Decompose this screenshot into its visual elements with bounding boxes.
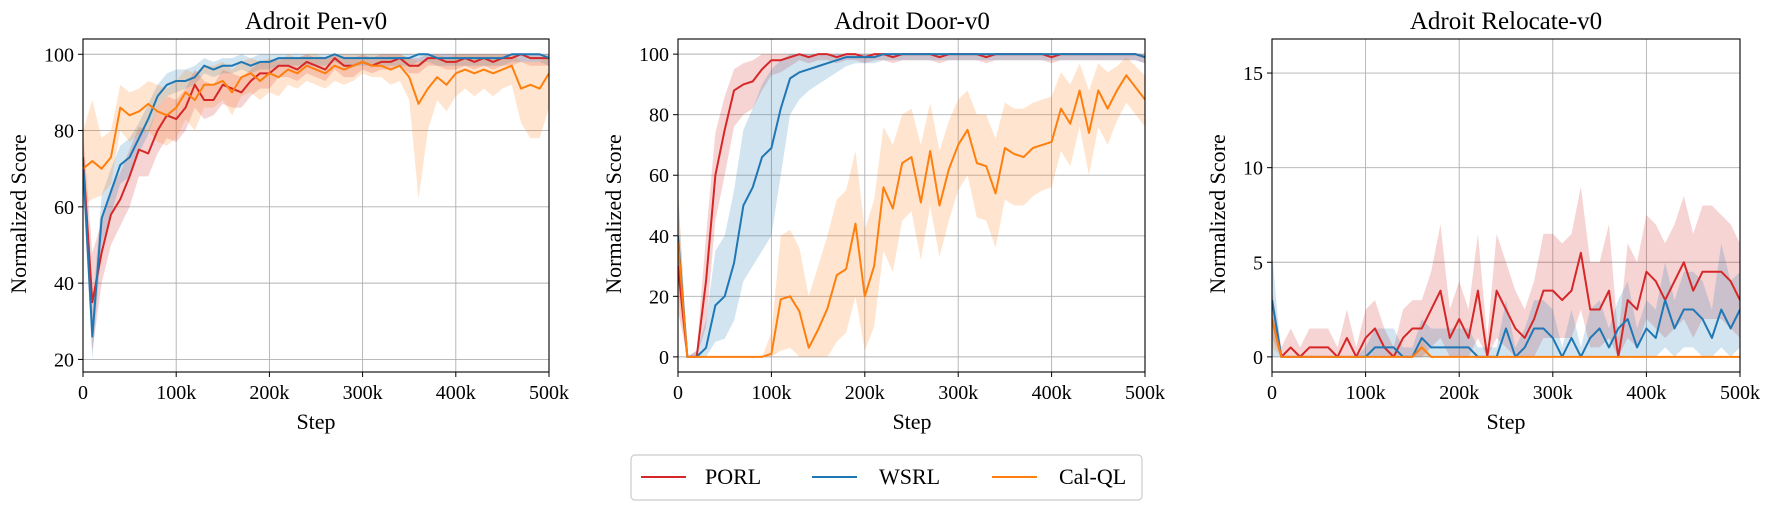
legend: PORL WSRL Cal-QL bbox=[630, 454, 1143, 501]
subplot-title: Adroit Pen-v0 bbox=[245, 8, 387, 35]
y-tick-label: 80 bbox=[54, 121, 74, 143]
y-tick-label: 80 bbox=[649, 105, 669, 127]
x-tick-label: 200k bbox=[845, 382, 885, 404]
x-tick-label: 100k bbox=[751, 382, 791, 404]
y-tick-label: 40 bbox=[54, 273, 74, 295]
axes-frame bbox=[677, 38, 1146, 373]
series-line-calql bbox=[678, 74, 1145, 358]
series-line-wsrl bbox=[83, 53, 549, 338]
y-tick-label: 60 bbox=[649, 165, 669, 187]
x-axis-label: Step bbox=[892, 409, 931, 434]
plot-area bbox=[83, 53, 549, 360]
x-tick-label: 0 bbox=[78, 382, 88, 404]
series-line-wsrl bbox=[678, 53, 1145, 358]
confidence-band-wsrl bbox=[678, 54, 1145, 357]
legend-entry-porl: PORL bbox=[641, 464, 761, 489]
x-tick-label: 300k bbox=[343, 382, 383, 404]
x-tick-label: 400k bbox=[1032, 382, 1072, 404]
y-tick-label: 20 bbox=[649, 286, 669, 308]
y-tick-label: 60 bbox=[54, 197, 74, 219]
x-tick-label: 400k bbox=[1626, 382, 1666, 404]
confidence-band-calql bbox=[678, 57, 1145, 357]
legend-entry-wsrl: WSRL bbox=[812, 464, 940, 489]
plot-area bbox=[678, 53, 1145, 358]
confidence-band-porl bbox=[1272, 186, 1740, 357]
legend-label-calql: Cal-QL bbox=[1059, 464, 1126, 489]
subplot-relocate: Adroit Relocate-v0 Step Normalized Score… bbox=[1205, 8, 1760, 434]
y-tick-label: 0 bbox=[1253, 347, 1263, 369]
plot-area bbox=[1272, 186, 1740, 358]
x-tick-label: 300k bbox=[1533, 382, 1573, 404]
series-line-calql bbox=[1272, 318, 1740, 358]
y-tick-label: 40 bbox=[649, 226, 669, 248]
y-axis-label: Normalized Score bbox=[6, 134, 31, 293]
y-tick-label: 10 bbox=[1243, 158, 1263, 180]
subplot-title: Adroit Door-v0 bbox=[834, 8, 990, 35]
x-tick-label: 200k bbox=[1439, 382, 1479, 404]
series-line-calql bbox=[83, 60, 549, 170]
x-tick-label: 100k bbox=[1346, 382, 1386, 404]
x-tick-label: 300k bbox=[938, 382, 978, 404]
axes-frame bbox=[1271, 38, 1741, 373]
x-tick-label: 200k bbox=[249, 382, 289, 404]
subplot-pen: Adroit Pen-v0 Step Normalized Score 0 100… bbox=[6, 8, 569, 434]
y-tick-label: 5 bbox=[1253, 252, 1263, 274]
x-tick-label: 0 bbox=[673, 382, 683, 404]
y-axis-label: Normalized Score bbox=[1205, 134, 1230, 293]
y-tick-label: 0 bbox=[659, 347, 669, 369]
x-tick-label: 0 bbox=[1267, 382, 1277, 404]
legend-label-porl: PORL bbox=[705, 464, 761, 489]
series-line-porl bbox=[1272, 251, 1740, 358]
subplot-title: Adroit Relocate-v0 bbox=[1410, 8, 1602, 35]
y-tick-label: 100 bbox=[639, 44, 669, 66]
y-axis-label: Normalized Score bbox=[601, 134, 626, 293]
legend-entry-calql: Cal-QL bbox=[992, 464, 1126, 489]
x-tick-label: 500k bbox=[1720, 382, 1760, 404]
legend-frame bbox=[630, 454, 1143, 501]
y-tick-label: 15 bbox=[1243, 63, 1263, 85]
series-line-porl bbox=[83, 53, 549, 304]
y-tick-label: 100 bbox=[44, 44, 74, 66]
legend-label-wsrl: WSRL bbox=[879, 464, 940, 489]
y-tick-label: 20 bbox=[54, 349, 74, 371]
x-tick-label: 400k bbox=[436, 382, 476, 404]
x-tick-label: 500k bbox=[529, 382, 569, 404]
x-axis-label: Step bbox=[296, 409, 335, 434]
x-tick-label: 100k bbox=[156, 382, 196, 404]
subplot-door: Adroit Door-v0 Step Normalized Score 0 10… bbox=[601, 8, 1165, 434]
axes-frame bbox=[82, 38, 550, 373]
x-tick-label: 500k bbox=[1125, 382, 1165, 404]
x-axis-label: Step bbox=[1486, 409, 1525, 434]
